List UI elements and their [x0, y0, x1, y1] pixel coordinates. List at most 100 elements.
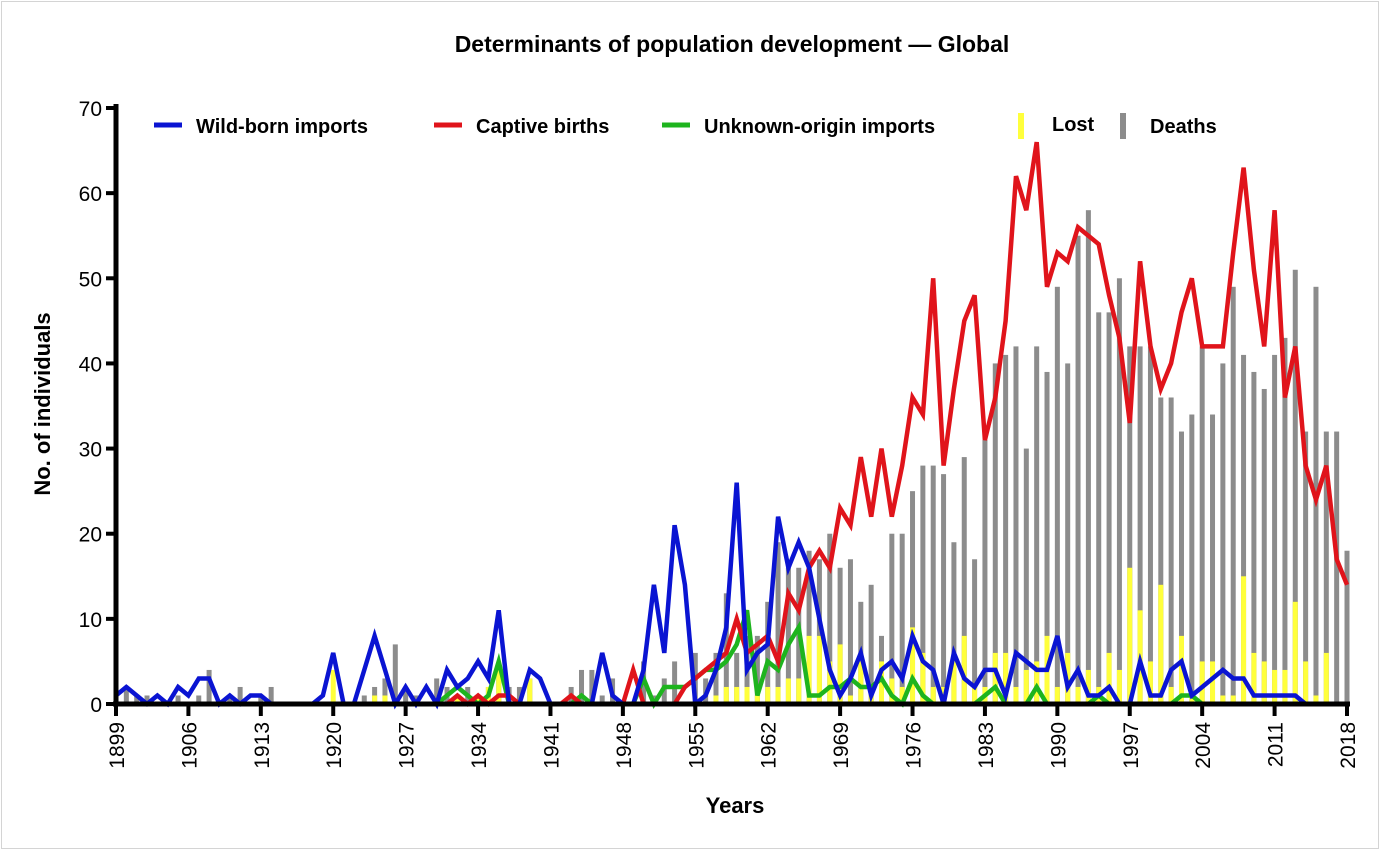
point-captive-births-2004: [1201, 345, 1203, 347]
point-wild-born-imports-1927: [404, 686, 406, 688]
bar-deaths-1981: [961, 457, 967, 704]
bar-lost-2003: [1189, 695, 1195, 704]
point-captive-births-2002: [1180, 311, 1182, 313]
point-unknown-origin-imports-1952: [663, 686, 665, 688]
point-wild-born-imports-1908: [208, 677, 210, 679]
x-tick-label: 1969: [830, 722, 853, 769]
x-tick-label: 1990: [1047, 722, 1070, 769]
point-wild-born-imports-1993: [1087, 694, 1089, 696]
bar-lost-1987: [1023, 669, 1029, 704]
bar-lost-2010: [1261, 661, 1267, 704]
bar-lost-1993: [1085, 669, 1091, 704]
legend-swatch-deaths: [1120, 113, 1126, 139]
point-wild-born-imports-1969: [839, 694, 841, 696]
x-tick-label: 2011: [1265, 722, 1288, 767]
point-captive-births-2005: [1211, 345, 1213, 347]
bar-lost-1936: [496, 669, 502, 704]
x-tick-label: 1913: [251, 722, 274, 769]
point-wild-born-imports-1939: [529, 669, 531, 671]
bar-lost-1982: [972, 686, 978, 704]
point-captive-births-1949: [632, 669, 634, 671]
y-tick-label: 20: [79, 524, 102, 547]
bar-lost-2011: [1272, 669, 1278, 704]
point-captive-births-1964: [787, 592, 789, 594]
bar-deaths-2011: [1272, 354, 1278, 704]
point-captive-births-1972: [870, 515, 872, 517]
bar-lost-1995: [1106, 652, 1112, 704]
point-captive-births-1954: [684, 686, 686, 688]
bar-deaths-1901: [134, 695, 140, 704]
bar-deaths-1968: [827, 533, 833, 704]
point-wild-born-imports-1990: [1056, 635, 1058, 637]
point-captive-births-1976: [911, 396, 913, 398]
bar-deaths-1991: [1065, 363, 1071, 704]
point-captive-births-1979: [942, 464, 944, 466]
point-unknown-origin-imports-1959: [735, 643, 737, 645]
bar-lost-1999: [1147, 661, 1153, 704]
point-captive-births-1995: [1108, 294, 1110, 296]
bar-lost-1971: [858, 661, 864, 704]
x-tick-label: 1983: [975, 722, 998, 769]
point-wild-born-imports-1974: [891, 660, 893, 662]
point-captive-births-1990: [1056, 252, 1058, 254]
point-wild-born-imports-1924: [373, 635, 375, 637]
legend-label-unknown-origin: Unknown-origin imports: [704, 116, 935, 138]
legend-swatch-lost: [1018, 113, 1024, 139]
bar-lost-1939: [527, 678, 533, 704]
bar-deaths-2014: [1303, 431, 1309, 704]
bar-deaths-2018: [1344, 550, 1350, 704]
bar-deaths-1969: [837, 567, 843, 704]
bar-lost-2012: [1282, 669, 1288, 704]
bar-deaths-1945: [589, 669, 595, 704]
bar-deaths-2000: [1158, 397, 1164, 704]
point-captive-births-1996: [1118, 337, 1120, 339]
point-captive-births-1991: [1066, 260, 1068, 262]
point-wild-born-imports-1984: [994, 669, 996, 671]
bar-deaths-1957: [713, 652, 719, 704]
bar-lost-1932: [454, 695, 460, 704]
bar-deaths-1993: [1085, 210, 1091, 704]
bar-lost-2009: [1251, 652, 1257, 704]
point-wild-born-imports-1977: [922, 660, 924, 662]
bar-deaths-1900: [123, 686, 129, 704]
point-captive-births-1993: [1087, 235, 1089, 237]
bar-lost-1977: [920, 652, 926, 704]
bar-deaths-1974: [889, 533, 895, 704]
bar-deaths-1998: [1137, 346, 1143, 704]
point-captive-births-1999: [1149, 345, 1151, 347]
point-captive-births-1986: [1015, 175, 1017, 177]
bar-lost-1992: [1075, 686, 1081, 704]
point-unknown-origin-imports-1933: [467, 694, 469, 696]
bar-lost-1924: [372, 695, 378, 704]
point-wild-born-imports-1932: [456, 686, 458, 688]
bar-lost-1980: [951, 652, 957, 704]
bar-deaths-1930: [434, 678, 440, 704]
point-unknown-origin-imports-1944: [580, 694, 582, 696]
point-wild-born-imports-1919: [322, 694, 324, 696]
point-captive-births-2017: [1335, 558, 1337, 560]
bar-deaths-1978: [930, 465, 936, 704]
bar-lost-2000: [1158, 584, 1164, 704]
bar-lost-1981: [961, 635, 967, 704]
bar-lost-2015: [1313, 695, 1319, 704]
point-captive-births-1963: [777, 660, 779, 662]
point-wild-born-imports-1978: [932, 669, 934, 671]
point-unknown-origin-imports-1953: [673, 686, 675, 688]
point-wild-born-imports-1970: [849, 677, 851, 679]
axes: [113, 104, 1350, 707]
point-captive-births-2014: [1304, 464, 1306, 466]
point-unknown-origin-imports-1971: [860, 686, 862, 688]
x-tick-label: 1976: [903, 722, 926, 769]
bar-deaths-1963: [775, 542, 781, 704]
bar-lost-1968: [827, 661, 833, 704]
point-wild-born-imports-1952: [663, 652, 665, 654]
point-unknown-origin-imports-1966: [808, 694, 810, 696]
point-captive-births-2000: [1160, 388, 1162, 390]
point-wild-born-imports-1988: [1035, 669, 1037, 671]
x-tick-label: 1934: [468, 722, 491, 769]
point-captive-births-2009: [1253, 269, 1255, 271]
point-wild-born-imports-1931: [446, 669, 448, 671]
point-wild-born-imports-1960: [746, 669, 748, 671]
bar-lost-1963: [775, 686, 781, 704]
